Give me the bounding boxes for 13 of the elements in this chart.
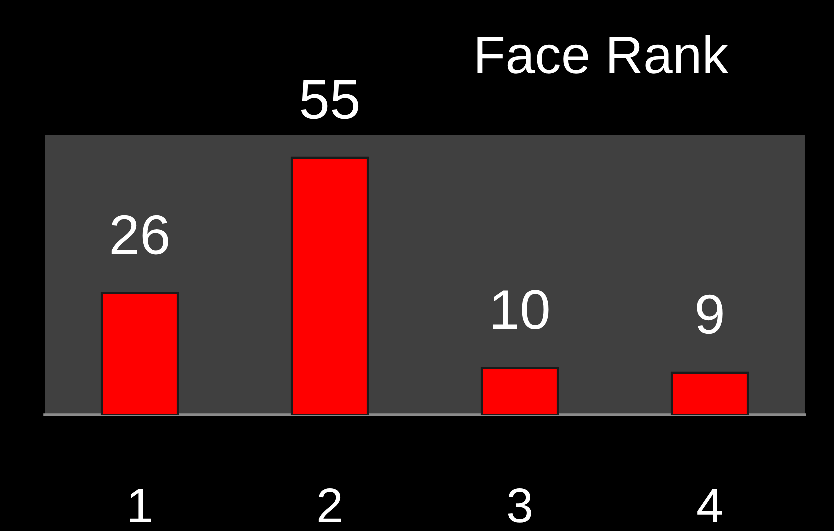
data-label: 26	[112, 215, 168, 255]
data-label: 10	[493, 290, 549, 330]
data-label: 9	[697, 294, 723, 334]
bar	[670, 372, 750, 415]
x-tick-label: 2	[318, 488, 342, 522]
bar	[100, 292, 180, 415]
data-label: 55	[301, 80, 359, 120]
x-tick-label: 3	[508, 488, 532, 523]
bar	[480, 367, 560, 415]
x-tick-label: 4	[698, 489, 722, 522]
chart-title: Face Rank	[478, 35, 729, 74]
bar	[290, 156, 370, 415]
x-tick-label: 1	[130, 489, 152, 522]
